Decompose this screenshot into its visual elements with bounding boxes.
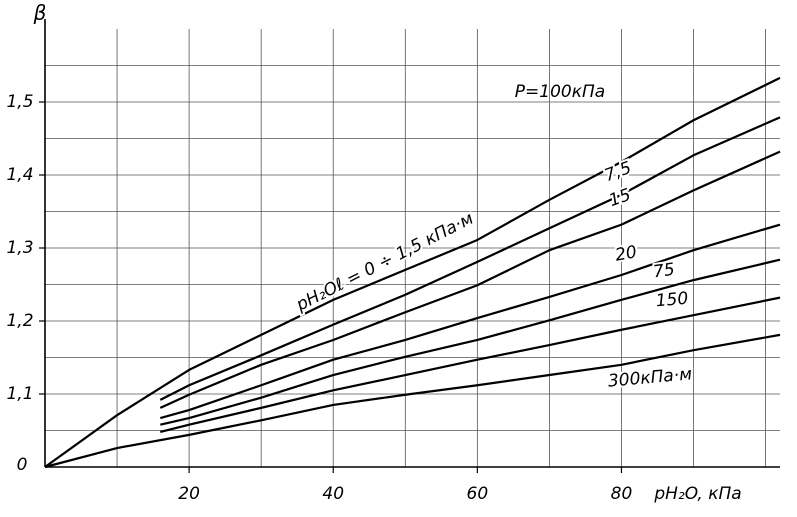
y-tick-label: 1,2 (6, 311, 33, 331)
series-label: 75 (652, 260, 676, 283)
series-line (160, 258, 781, 426)
origin-label: 0 (17, 455, 28, 475)
y-tick-label: 1,1 (6, 384, 33, 404)
y-tick-label: 1,3 (6, 238, 33, 258)
series-label: 20 (614, 242, 639, 265)
series-line (159, 223, 781, 420)
series-label: 150 (655, 289, 689, 312)
series-line (159, 150, 781, 409)
series-line (160, 296, 781, 434)
series-line (44, 333, 781, 469)
y-tick-label: 1,4 (6, 165, 33, 185)
y-tick-label: 1,5 (6, 92, 33, 112)
note: P=100кПа (515, 82, 605, 102)
y-axis-label: β (33, 1, 47, 25)
series-line (44, 76, 781, 468)
series-line (159, 116, 781, 401)
x-tick-label: 60 (467, 484, 489, 504)
x-tick-label: 20 (178, 484, 200, 504)
x-tick-label: 80 (611, 484, 633, 504)
x-axis-label: pH₂O, кПа (653, 484, 741, 504)
x-tick-label: 40 (322, 484, 344, 504)
